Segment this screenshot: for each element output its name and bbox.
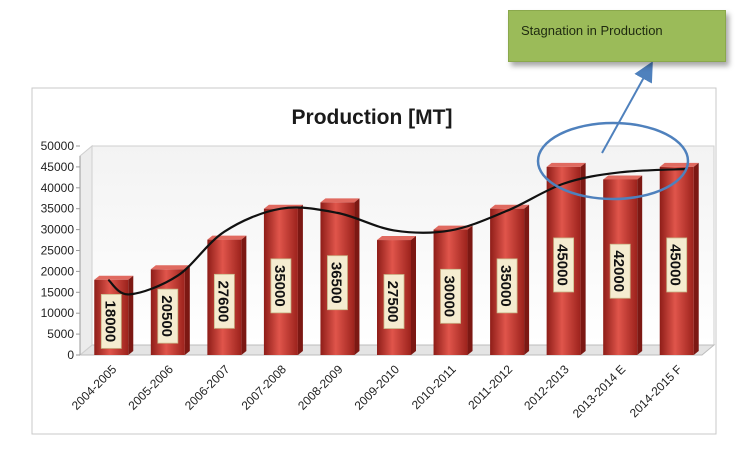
bar-side <box>354 198 360 355</box>
y-tick-label: 0 <box>67 348 74 362</box>
bar-top <box>150 265 190 270</box>
bar-top <box>603 175 643 180</box>
data-label: 35000 <box>496 258 518 314</box>
data-label: 45000 <box>666 237 688 293</box>
chart-title: Production [MT] <box>292 106 453 129</box>
plot-side-wall <box>79 144 93 357</box>
data-label-text: 20500 <box>158 295 175 337</box>
data-label-box <box>496 258 518 314</box>
data-label-text: 42000 <box>610 250 627 292</box>
data-label: 18000 <box>100 293 122 349</box>
data-label-box <box>666 237 688 293</box>
annotation-arrow <box>601 61 653 154</box>
y-tick-label: 35000 <box>41 202 75 216</box>
annotation-box: Stagnation in Production <box>508 10 726 62</box>
data-label-box <box>440 268 461 324</box>
data-label-text: 36500 <box>327 262 344 304</box>
y-tick-label: 10000 <box>41 306 75 320</box>
y-tick-label: 50000 <box>41 139 75 153</box>
data-label: 27500 <box>383 274 405 329</box>
bar-top <box>94 275 134 280</box>
data-label: 27600 <box>213 273 235 329</box>
data-label-text: 27600 <box>214 280 231 322</box>
data-label: 42000 <box>609 243 631 299</box>
data-label: 45000 <box>553 237 575 293</box>
data-label-text: 35000 <box>497 265 514 307</box>
bar-top <box>377 236 416 241</box>
y-tick-label: 40000 <box>41 181 75 195</box>
bar-side <box>693 162 699 355</box>
bar-side <box>524 204 530 355</box>
y-tick-label: 30000 <box>41 223 75 237</box>
bar-side <box>467 225 473 355</box>
bar-side <box>241 235 247 355</box>
bar-top <box>546 162 586 167</box>
data-label-box <box>327 255 348 311</box>
bar-top <box>490 204 530 209</box>
data-label-box <box>213 273 235 329</box>
y-tick-label: 25000 <box>41 244 75 258</box>
y-tick-label: 5000 <box>47 327 74 341</box>
data-label-box <box>609 243 631 299</box>
bar-side <box>580 162 586 355</box>
data-label-text: 45000 <box>554 244 571 286</box>
data-label: 30000 <box>440 268 461 324</box>
data-label-text: 27500 <box>384 281 401 323</box>
y-tick-label: 45000 <box>41 160 75 174</box>
bar-side <box>411 236 416 355</box>
data-label-text: 35000 <box>271 265 288 307</box>
bar-side <box>128 275 134 355</box>
data-label-box <box>383 274 405 329</box>
data-label-box <box>157 288 179 344</box>
data-label-text: 45000 <box>667 244 684 286</box>
y-tick-label: 20000 <box>41 264 75 278</box>
bar-side <box>637 175 643 355</box>
stagnation-ellipse <box>536 121 690 201</box>
annotation-text: Stagnation in Production <box>521 23 663 38</box>
data-label: 35000 <box>270 258 292 314</box>
y-tick-label: 15000 <box>41 285 75 299</box>
data-label: 20500 <box>157 288 179 344</box>
data-label-box <box>553 237 575 293</box>
data-label: 36500 <box>327 255 348 311</box>
bar-side <box>297 204 303 355</box>
trend-line <box>107 167 687 296</box>
bar-top <box>207 235 247 240</box>
data-label-box <box>270 258 292 314</box>
data-label-box <box>100 293 122 349</box>
bar-top <box>320 198 360 203</box>
data-label-text: 18000 <box>101 301 118 343</box>
bar-top <box>659 162 699 167</box>
bar-side <box>184 265 190 355</box>
data-label-text: 30000 <box>441 275 458 317</box>
